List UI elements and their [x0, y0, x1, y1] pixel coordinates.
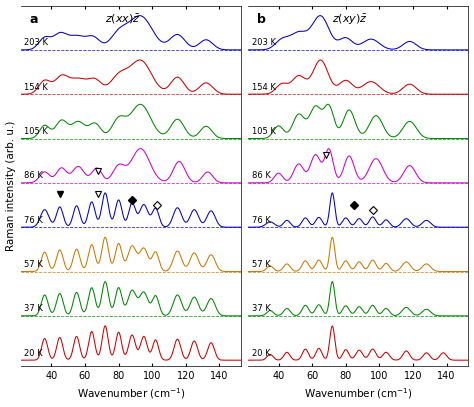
Text: 105 K: 105 K	[25, 127, 48, 136]
Text: 154 K: 154 K	[252, 83, 275, 92]
Text: 203 K: 203 K	[252, 39, 275, 48]
Text: 76 K: 76 K	[252, 216, 271, 225]
X-axis label: Wavenumber (cm$^{-1}$): Wavenumber (cm$^{-1}$)	[304, 387, 413, 401]
X-axis label: Wavenumber (cm$^{-1}$): Wavenumber (cm$^{-1}$)	[77, 387, 186, 401]
Text: 57 K: 57 K	[252, 260, 270, 269]
Text: b: b	[257, 13, 266, 26]
Text: 154 K: 154 K	[25, 83, 48, 92]
Text: 76 K: 76 K	[25, 216, 43, 225]
Text: a: a	[30, 13, 38, 26]
Text: 20 K: 20 K	[25, 349, 43, 358]
Text: 105 K: 105 K	[252, 127, 275, 136]
Text: 86 K: 86 K	[252, 171, 271, 180]
Text: $z(xx)\bar{z}$: $z(xx)\bar{z}$	[105, 13, 141, 26]
Text: 203 K: 203 K	[25, 39, 48, 48]
Text: 20 K: 20 K	[252, 349, 270, 358]
Text: 37 K: 37 K	[252, 304, 271, 313]
Text: 86 K: 86 K	[25, 171, 43, 180]
Text: 57 K: 57 K	[25, 260, 43, 269]
Text: 37 K: 37 K	[25, 304, 43, 313]
Text: $z(xy)\bar{z}$: $z(xy)\bar{z}$	[332, 13, 368, 27]
Y-axis label: Raman intensity (arb. u.): Raman intensity (arb. u.)	[6, 121, 16, 251]
